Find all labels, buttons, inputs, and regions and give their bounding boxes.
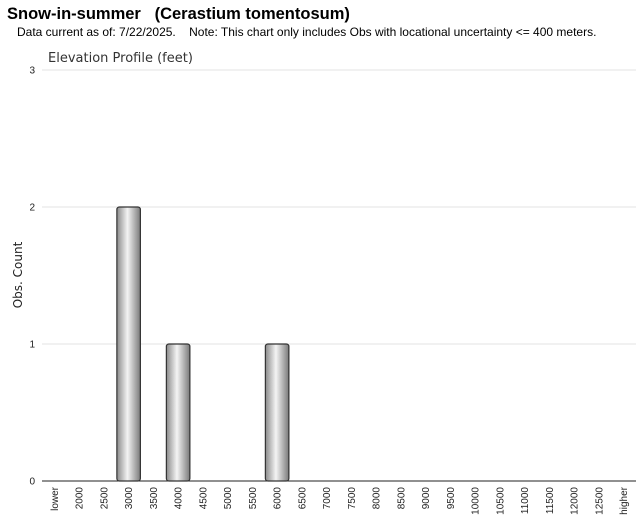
x-tick-label-10000: 10000 [471, 487, 482, 515]
x-tick-label-11000: 11000 [520, 487, 531, 515]
x-tick-label-10500: 10500 [495, 487, 506, 515]
x-tick-label-8500: 8500 [396, 487, 407, 510]
page-title: Snow-in-summer (Cerastium tomentosum) [7, 5, 350, 23]
x-tick-label-6500: 6500 [297, 487, 308, 510]
x-tick-label-2500: 2500 [99, 487, 110, 510]
x-tick-label-6000: 6000 [273, 487, 284, 510]
x-tick-label-lower: lower [50, 486, 61, 511]
x-tick-label-4500: 4500 [198, 487, 209, 510]
x-tick-labels: lower 2000 2500 3000 3500 4000 4500 5000 5500 600… [50, 486, 630, 514]
y-tick-label-1: 1 [29, 340, 35, 351]
x-tick-label-7000: 7000 [322, 487, 333, 510]
bar-3000 [116, 206, 141, 482]
x-tick-label-4000: 4000 [174, 487, 185, 510]
x-tick-label-12000: 12000 [570, 487, 581, 515]
x-tick-label-5000: 5000 [223, 487, 234, 510]
x-tick-label-3500: 3500 [149, 487, 160, 510]
x-tick-label-9000: 9000 [421, 487, 432, 510]
x-tick-label-11500: 11500 [545, 487, 556, 515]
x-tick-label-9500: 9500 [446, 487, 457, 510]
x-tick-label-8000: 8000 [372, 487, 383, 510]
y-axis-title: Obs. Count [11, 241, 25, 308]
x-tick-label-12500: 12500 [594, 487, 605, 515]
x-tick-label-3000: 3000 [124, 487, 135, 510]
x-tick-label-7500: 7500 [347, 487, 358, 510]
y-tick-label-3: 3 [29, 66, 35, 77]
y-tick-label-2: 2 [29, 203, 35, 214]
bar-4000 [165, 343, 191, 482]
page-subtitle: Data current as of: 7/22/2025. Note: Thi… [17, 25, 597, 39]
bars [116, 206, 290, 482]
chart-title: Elevation Profile (feet) [48, 51, 193, 66]
y-tick-label-0: 0 [29, 477, 35, 488]
bar-6000 [264, 343, 290, 482]
x-tick-label-higher: higher [619, 486, 630, 514]
x-tick-label-5500: 5500 [248, 487, 259, 510]
gridlines [42, 69, 636, 482]
y-tick-labels: 0 1 2 3 [29, 66, 35, 488]
x-tick-label-2000: 2000 [75, 487, 86, 510]
